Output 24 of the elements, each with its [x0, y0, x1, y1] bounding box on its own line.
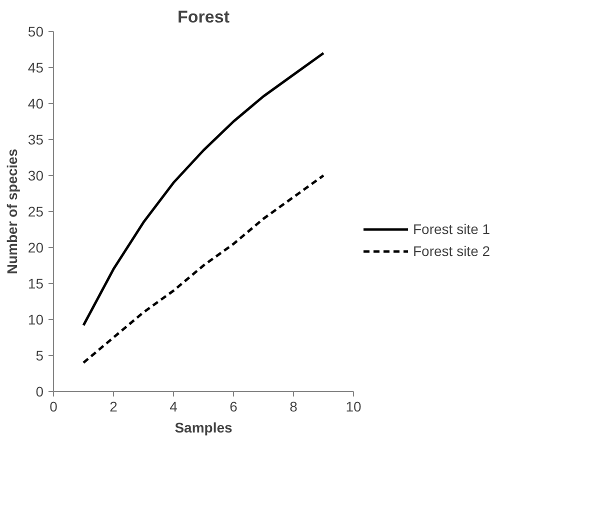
x-tick-label: 6 [230, 398, 238, 414]
x-tick-label: 4 [170, 398, 178, 414]
y-tick-label: 5 [36, 348, 44, 364]
legend-label: Forest site 1 [413, 221, 490, 237]
y-tick-label: 30 [28, 168, 44, 184]
x-tick-label: 0 [50, 398, 58, 414]
y-tick-label: 15 [28, 276, 44, 292]
y-tick-label: 50 [28, 24, 44, 40]
line-series [82, 174, 325, 364]
x-tick-label: 10 [346, 398, 362, 414]
line-series [82, 52, 325, 327]
x-tick-label: 2 [110, 398, 118, 414]
y-tick-label: 25 [28, 204, 44, 220]
x-axis-title: Samples [174, 420, 233, 436]
x-tick-label: 8 [290, 398, 298, 414]
y-axis-title: Number of species [4, 148, 20, 274]
chart-title: Forest [178, 8, 230, 26]
y-tick-label: 40 [28, 96, 44, 112]
y-tick-label: 35 [28, 132, 44, 148]
y-tick-label: 10 [28, 312, 44, 328]
legend-label: Forest site 2 [413, 243, 490, 259]
y-tick-label: 20 [28, 240, 44, 256]
y-tick-label: 45 [28, 60, 44, 76]
y-tick-label: 0 [36, 384, 44, 400]
